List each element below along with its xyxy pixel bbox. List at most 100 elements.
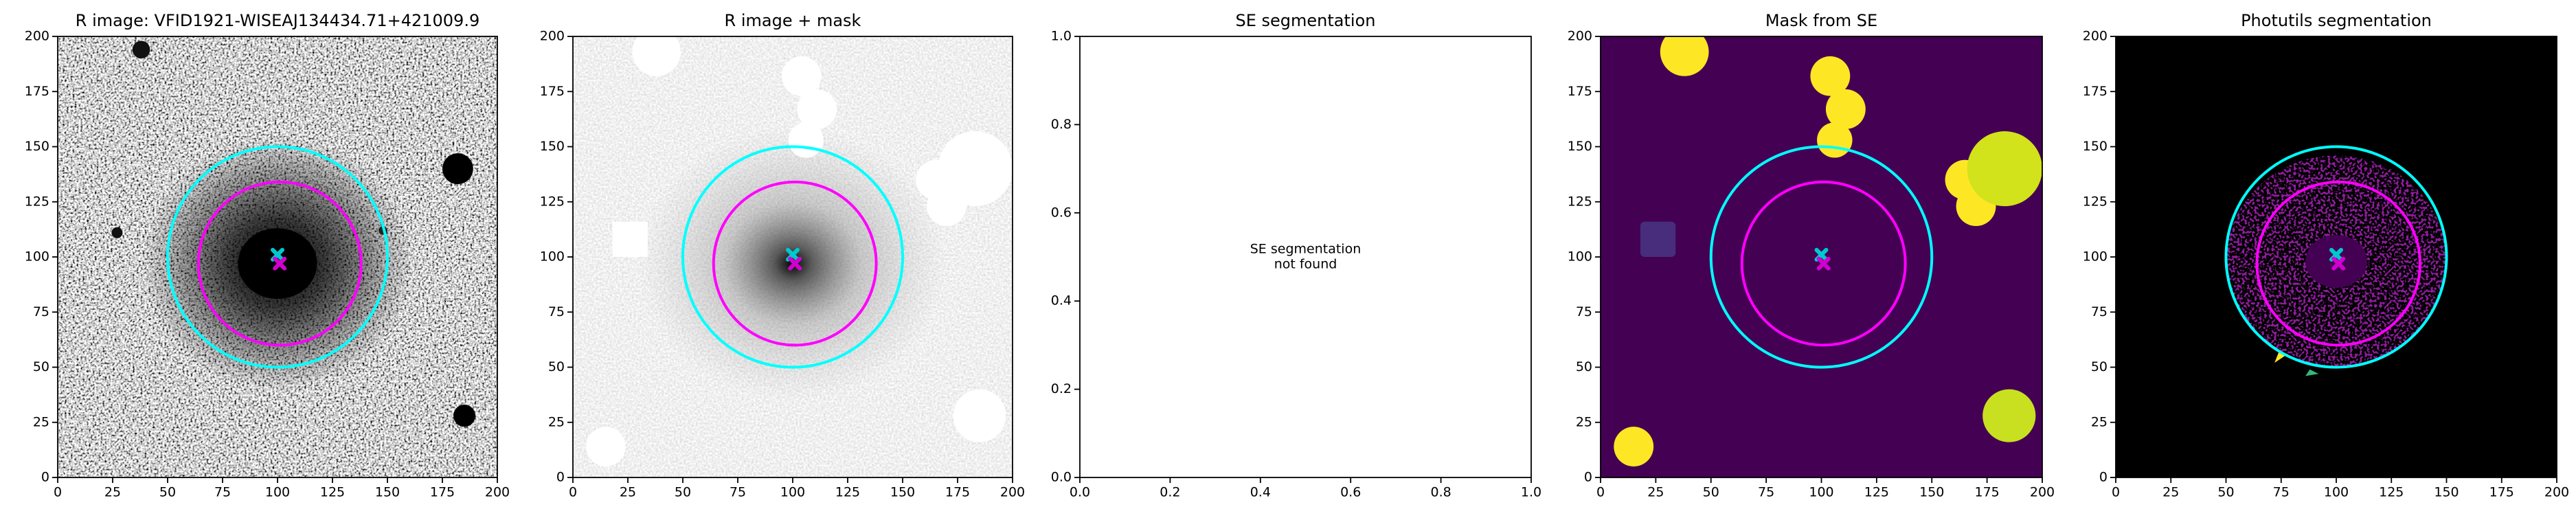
x-tick-label: 100 [780, 485, 805, 500]
y-tick-label: 0.6 [1051, 205, 1072, 220]
x-tick-label: 50 [1703, 485, 1719, 500]
y-tick-label: 150 [540, 139, 565, 154]
center-marker [2331, 256, 2346, 271]
x-tick-label: 200 [485, 485, 510, 500]
x-tick-label: 125 [2379, 485, 2404, 500]
y-tick-label: 100 [540, 249, 565, 264]
x-tick-label: 125 [320, 485, 345, 500]
x-tick-label: 0.8 [1430, 485, 1451, 500]
x-tick-label: 25 [2162, 485, 2179, 500]
aperture-circle [2255, 180, 2421, 347]
y-tick-label: 50 [33, 359, 49, 374]
y-tick-label: 125 [540, 194, 565, 209]
y-tick-label: 25 [548, 414, 565, 429]
panel-title: Photutils segmentation [2241, 11, 2432, 30]
aperture-circle [712, 180, 878, 347]
x-tick-label: 150 [2434, 485, 2459, 500]
x-tick-label: 175 [945, 485, 970, 500]
y-tick-label: 50 [548, 359, 565, 374]
y-tick-label: 200 [540, 29, 565, 44]
x-tick-label: 25 [1647, 485, 1664, 500]
x-tick-label: 0.6 [1340, 485, 1361, 500]
panel-title: Mask from SE [1765, 11, 1877, 30]
x-tick-label: 100 [265, 485, 290, 500]
y-tick-label: 200 [25, 29, 49, 44]
x-tick-label: 125 [835, 485, 860, 500]
y-tick-label: 125 [25, 194, 49, 209]
y-tick-label: 75 [33, 304, 49, 319]
x-tick-label: 0.2 [1160, 485, 1180, 500]
x-tick-label: 0 [569, 485, 577, 500]
aperture-circle [1709, 145, 1934, 369]
y-tick-label: 1.0 [1051, 29, 1072, 44]
x-tick-label: 0.4 [1250, 485, 1271, 500]
center-marker [273, 256, 287, 271]
y-tick-label: 0 [2099, 470, 2108, 485]
aperture-circle [2224, 145, 2448, 369]
y-tick-label: 0.8 [1051, 117, 1072, 132]
x-tick-label: 0 [1596, 485, 1605, 500]
center-marker [788, 256, 802, 271]
y-tick-label: 0.4 [1051, 293, 1072, 308]
y-tick-label: 0 [1584, 470, 1592, 485]
y-tick-label: 75 [1576, 304, 1592, 319]
y-tick-label: 25 [2091, 414, 2108, 429]
aperture-circle [681, 145, 904, 369]
x-tick-label: 150 [890, 485, 915, 500]
annotation: not found [1274, 257, 1337, 272]
y-tick-label: 50 [2091, 359, 2108, 374]
y-tick-label: 100 [1568, 249, 1592, 264]
axes-frame [1079, 36, 1532, 478]
y-tick-label: 150 [25, 139, 49, 154]
x-tick-label: 75 [1758, 485, 1774, 500]
x-tick-label: 200 [2544, 485, 2569, 500]
x-tick-label: 175 [2489, 485, 2514, 500]
panel-title: R image + mask [725, 11, 861, 30]
x-tick-label: 0.0 [1070, 485, 1090, 500]
x-tick-label: 50 [2217, 485, 2234, 500]
x-tick-label: 175 [430, 485, 455, 500]
y-tick-label: 25 [33, 414, 49, 429]
y-tick-label: 75 [548, 304, 565, 319]
x-tick-label: 150 [1919, 485, 1944, 500]
x-tick-label: 0 [54, 485, 62, 500]
panel-title: R image: VFID1921-WISEAJ134434.71+421009… [76, 11, 479, 30]
aperture-circle [166, 145, 389, 369]
x-tick-label: 200 [2030, 485, 2055, 500]
panel-title: SE segmentation [1236, 11, 1376, 30]
y-tick-label: 100 [2083, 249, 2108, 264]
y-tick-label: 125 [1568, 194, 1592, 209]
y-tick-label: 0.2 [1051, 381, 1072, 396]
y-tick-label: 50 [1576, 359, 1592, 374]
y-tick-label: 0.0 [1051, 470, 1072, 485]
y-tick-label: 125 [2083, 194, 2108, 209]
y-tick-label: 75 [2091, 304, 2108, 319]
x-tick-label: 25 [104, 485, 121, 500]
x-tick-label: 175 [1974, 485, 1999, 500]
y-tick-label: 200 [1568, 29, 1592, 44]
x-tick-label: 150 [375, 485, 400, 500]
y-tick-label: 150 [1568, 139, 1592, 154]
aperture-circle [1740, 180, 1907, 347]
y-tick-label: 150 [2083, 139, 2108, 154]
x-tick-label: 50 [675, 485, 691, 500]
center-marker [1816, 256, 1831, 271]
y-tick-label: 25 [1576, 414, 1592, 429]
x-tick-label: 0 [2112, 485, 2120, 500]
y-tick-label: 175 [1568, 84, 1592, 99]
x-tick-label: 50 [159, 485, 176, 500]
y-tick-label: 175 [2083, 84, 2108, 99]
x-tick-label: 100 [1809, 485, 1833, 500]
x-tick-label: 25 [620, 485, 636, 500]
x-tick-label: 75 [730, 485, 746, 500]
y-tick-label: 0 [556, 470, 565, 485]
y-tick-label: 175 [540, 84, 565, 99]
x-tick-label: 100 [2324, 485, 2349, 500]
x-tick-label: 1.0 [1521, 485, 1541, 500]
y-tick-label: 175 [25, 84, 49, 99]
x-tick-label: 75 [214, 485, 231, 500]
y-tick-label: 100 [25, 249, 49, 264]
y-tick-label: 200 [2083, 29, 2108, 44]
y-tick-label: 0 [41, 470, 49, 485]
